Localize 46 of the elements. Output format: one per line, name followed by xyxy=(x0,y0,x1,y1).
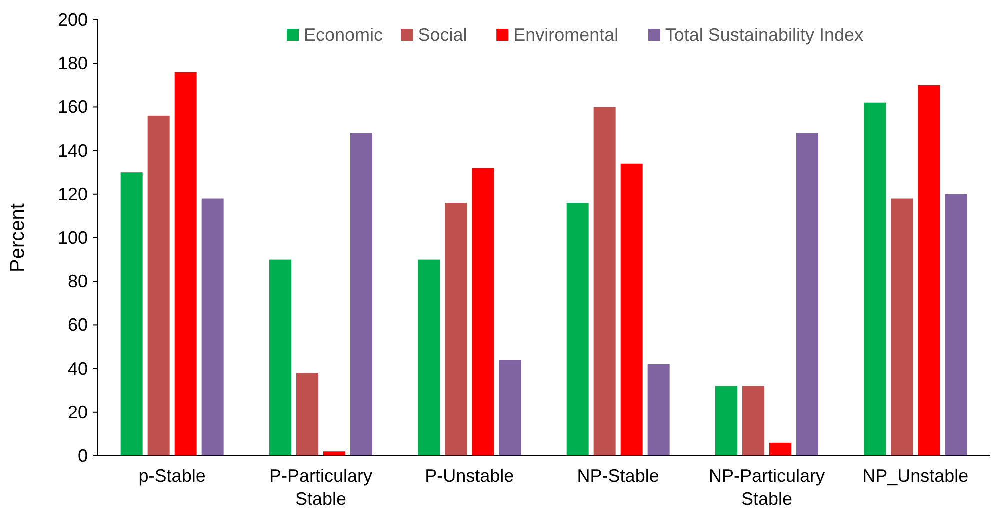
x-tick-label: NP_Unstable xyxy=(862,466,969,486)
y-tick-label: 0 xyxy=(78,446,88,466)
bar xyxy=(918,85,940,456)
x-tick-label: P-Unstable xyxy=(425,466,514,486)
x-tick-label: NP-Particulary Stable xyxy=(708,466,826,509)
y-tick-label: 20 xyxy=(68,402,88,422)
bar xyxy=(945,194,968,456)
bar xyxy=(716,386,738,456)
x-tick-label: P-Particulary Stable xyxy=(269,466,373,509)
legend-label: Enviromental xyxy=(514,25,619,45)
legend-label: Total Sustainability Index xyxy=(665,25,864,45)
y-tick-label: 100 xyxy=(58,228,88,248)
y-tick-label: 200 xyxy=(58,10,88,30)
bar xyxy=(796,133,818,456)
bar xyxy=(648,364,670,456)
bar xyxy=(594,107,616,456)
bar xyxy=(472,168,494,456)
bar xyxy=(270,260,292,456)
bar xyxy=(120,172,143,456)
bar xyxy=(296,373,318,456)
bar xyxy=(418,260,440,456)
y-tick-label: 80 xyxy=(68,272,88,292)
bar xyxy=(445,203,468,456)
y-tick-label: 120 xyxy=(58,184,88,204)
bar xyxy=(174,72,197,456)
y-axis-title: Percent xyxy=(7,203,29,272)
bar xyxy=(864,102,886,456)
x-tick-label: NP-Stable xyxy=(577,466,660,486)
y-tick-label: 140 xyxy=(58,140,88,161)
bar xyxy=(891,198,914,456)
bar xyxy=(620,164,643,456)
bar xyxy=(324,452,346,456)
bar xyxy=(566,203,589,456)
bar xyxy=(499,360,522,456)
bar xyxy=(770,442,792,456)
y-tick-label: 40 xyxy=(68,358,88,379)
bar xyxy=(742,386,764,456)
y-tick-label: 180 xyxy=(58,54,88,74)
legend-label: Social xyxy=(418,25,468,45)
legend-label: Economic xyxy=(304,25,384,45)
x-tick-label: p-Stable xyxy=(138,466,206,486)
bar xyxy=(350,133,372,456)
bar xyxy=(202,198,224,456)
y-tick-label: 160 xyxy=(58,97,88,118)
bar xyxy=(148,116,170,456)
y-tick-label: 60 xyxy=(68,315,88,336)
